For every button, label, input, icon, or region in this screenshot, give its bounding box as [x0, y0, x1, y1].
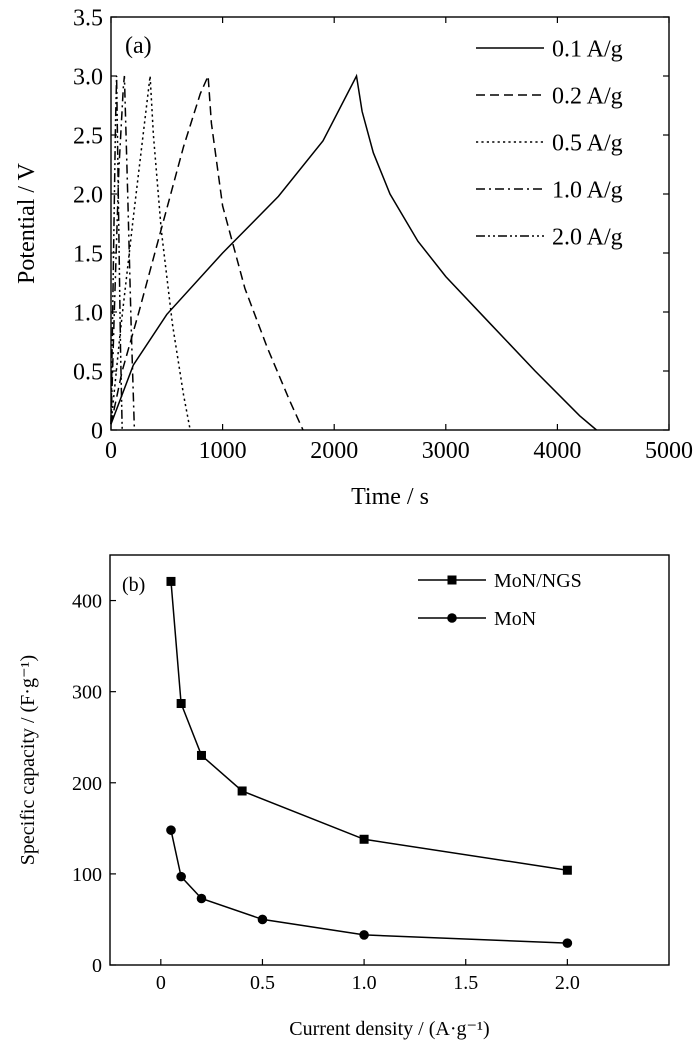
series-line — [110, 75, 304, 431]
x-tick-label: 4000 — [533, 438, 581, 464]
data-point-circle — [176, 871, 186, 882]
data-point-circle — [359, 930, 369, 940]
data-point-square — [237, 786, 247, 796]
data-point-square — [196, 750, 206, 760]
legend-label: 2.0 A/g — [552, 224, 623, 250]
panel-b-ticks: 0 0.5 1.0 1.5 2.0 0 100 200 300 400 — [72, 591, 580, 994]
data-point-circle — [166, 825, 176, 835]
series-line — [110, 73, 597, 431]
y-tick-label: 3.5 — [73, 5, 103, 31]
x-tick-label: 3000 — [422, 438, 470, 464]
x-tick-label: 1.5 — [453, 972, 478, 994]
series-line — [110, 75, 191, 431]
series-line — [170, 581, 568, 871]
panel-b-label: (b) — [122, 574, 145, 596]
panel-a-series-group — [110, 73, 597, 431]
panel-b-plot-frame — [109, 554, 670, 966]
x-tick-label: 5000 — [645, 438, 693, 464]
x-tick-label: 0 — [105, 438, 117, 464]
x-tick-label: 0.5 — [250, 972, 275, 994]
y-tick-label: 3.0 — [73, 64, 103, 90]
y-tick-label: 200 — [72, 773, 102, 795]
series-line — [110, 75, 136, 431]
legend-label: MoN — [494, 608, 536, 630]
panel-a-label: (a) — [125, 33, 152, 59]
data-point-square — [166, 576, 176, 586]
data-point-circle — [257, 914, 268, 925]
data-point-circle — [562, 938, 573, 948]
y-tick-label: 0.5 — [73, 359, 103, 385]
x-tick-label: 2000 — [310, 438, 358, 464]
panel-b: 0 0.5 1.0 1.5 2.0 0 100 200 300 400 (b) Current d… — [17, 554, 670, 1040]
y-tick-label: 2.5 — [73, 123, 103, 149]
y-tick-label: 0 — [92, 955, 102, 977]
y-tick-label: 0 — [91, 418, 103, 444]
legend-label: 1.0 A/g — [552, 177, 623, 203]
panel-a-legend: 0.1 A/g 0.2 A/g 0.5 A/g 1.0 A/g 2.0 A/g — [476, 36, 623, 250]
data-point-square — [562, 865, 572, 875]
x-tick-label: 1.0 — [352, 972, 377, 994]
data-point-square — [359, 834, 369, 844]
y-tick-label: 400 — [72, 591, 102, 613]
x-tick-label: 1000 — [199, 438, 247, 464]
y-tick-label: 300 — [72, 682, 102, 704]
series-line — [110, 75, 123, 431]
y-tick-label: 100 — [72, 864, 102, 886]
series-line — [170, 830, 568, 944]
legend-label: 0.5 A/g — [552, 130, 623, 156]
panel-a-x-axis-title: Time / s — [351, 484, 429, 510]
legend-marker-circle — [447, 613, 457, 623]
panel-a-y-axis-title: Potential / V — [14, 162, 40, 284]
data-point-square — [176, 699, 186, 709]
panel-b-series-group — [166, 576, 573, 948]
panel-b-y-axis-title: Specific capacity / (F·g⁻¹) — [17, 655, 39, 865]
x-tick-label: 0 — [156, 972, 166, 994]
data-point-circle — [196, 893, 207, 904]
panel-a-ticks: 0 1000 2000 3000 4000 5000 0 0.5 1.0 1.5 2.0 2.5 3.0… — [73, 5, 693, 464]
panel-b-x-axis-title: Current density / (A·g⁻¹) — [289, 1018, 489, 1040]
legend-marker-square — [447, 575, 457, 585]
x-tick-label: 2.0 — [555, 972, 580, 994]
panel-a-plot-frame — [110, 16, 670, 431]
y-tick-label: 1.5 — [73, 241, 103, 267]
y-tick-label: 2.0 — [73, 182, 103, 208]
legend-label: MoN/NGS — [494, 570, 582, 592]
legend-label: 0.1 A/g — [552, 36, 623, 62]
y-tick-label: 1.0 — [73, 300, 103, 326]
legend-label: 0.2 A/g — [552, 83, 623, 109]
panel-b-legend: MoN/NGS MoN — [418, 570, 582, 630]
panel-a: 0 1000 2000 3000 4000 5000 0 0.5 1.0 1.5 2.0 2.5 3.0… — [14, 5, 693, 510]
